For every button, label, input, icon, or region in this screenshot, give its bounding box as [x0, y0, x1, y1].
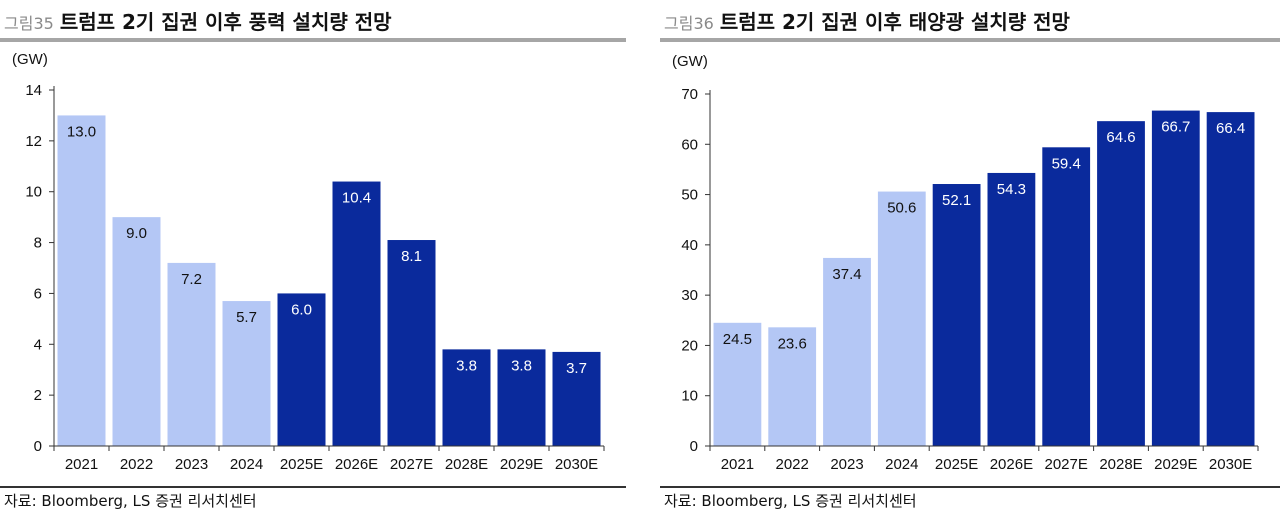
y-tick-label: 0	[34, 438, 42, 455]
y-tick-label: 20	[681, 337, 698, 354]
data-label-2026E: 10.4	[342, 190, 371, 207]
source-note: 자료: Bloomberg, LS 증권 리서치센터	[4, 492, 257, 510]
data-label-2024: 5.7	[236, 309, 257, 326]
y-tick-label: 14	[25, 82, 42, 99]
x-tick-label: 2026E	[990, 456, 1033, 473]
y-tick-label: 12	[25, 133, 42, 150]
x-tick-label: 2022	[776, 456, 809, 473]
bar-2030E	[1206, 112, 1255, 447]
bar-2029E	[497, 349, 546, 446]
figure-number: 그림35	[4, 14, 54, 33]
source-divider	[660, 486, 1280, 488]
figure-36-panel: 그림36 트럼프 2기 집권 이후 태양광 설치량 전망 (GW) 24.5 23.6…	[660, 0, 1280, 522]
data-label-2029E: 3.8	[511, 357, 532, 374]
y-tick-label: 8	[34, 235, 42, 252]
bar-2021	[713, 322, 762, 446]
y-tick-label: 50	[681, 187, 698, 204]
data-label-2028E: 64.6	[1106, 129, 1135, 146]
bar-2021	[57, 115, 106, 446]
y-tick-label: 10	[681, 388, 698, 405]
x-tick-label: 2025E	[935, 456, 978, 473]
y-tick-label: 0	[690, 438, 698, 455]
bar-2023	[167, 262, 216, 446]
figure-title: 그림36 트럼프 2기 집권 이후 태양광 설치량 전망	[664, 6, 1070, 35]
x-tick-label: 2028E	[445, 456, 488, 473]
bar-2022	[112, 217, 161, 446]
x-tick-label: 2027E	[390, 456, 433, 473]
data-label-2030E: 66.4	[1216, 120, 1245, 137]
y-tick-label: 60	[681, 136, 698, 153]
data-label-2021: 24.5	[723, 331, 752, 348]
x-tick-label: 2023	[830, 456, 863, 473]
figure-title: 그림35 트럼프 2기 집권 이후 풍력 설치량 전망	[4, 6, 392, 35]
data-label-2029E: 66.7	[1161, 119, 1190, 136]
bar-2029E	[1151, 110, 1200, 446]
x-tick-label: 2030E	[1209, 456, 1252, 473]
title-divider	[0, 38, 626, 42]
data-label-2023: 37.4	[832, 266, 861, 283]
data-label-2025E: 6.0	[291, 301, 312, 318]
data-label-2030E: 3.7	[566, 360, 587, 377]
y-tick-label: 40	[681, 237, 698, 254]
data-label-2021: 13.0	[67, 123, 96, 140]
y-tick-label: 2	[34, 387, 42, 404]
data-label-2028E: 3.8	[456, 357, 477, 374]
bar-2027E	[387, 240, 436, 446]
x-tick-label: 2024	[230, 456, 263, 473]
data-label-2022: 9.0	[126, 225, 147, 242]
figure-35-panel: 그림35 트럼프 2기 집권 이후 풍력 설치량 전망 (GW) 13.0 9.0 7.…	[0, 6, 626, 510]
bar-2028E	[1097, 121, 1145, 446]
data-label-2024: 50.6	[887, 200, 916, 217]
bar-2024	[222, 301, 271, 446]
y-axis-unit-label: (GW)	[672, 53, 708, 70]
x-tick-label: 2022	[120, 456, 153, 473]
data-label-2022: 23.6	[778, 335, 807, 352]
source-note: 자료: Bloomberg, LS 증권 리서치센터	[664, 492, 917, 510]
wind-installation-bar-chart: (GW) 13.0 9.0 7.2 5.7 6.0 10.4 8.1 3.8 3.8 3.7 0 2 4 6…	[12, 51, 605, 473]
y-tick-label: 70	[681, 86, 698, 103]
y-tick-label: 10	[25, 184, 42, 201]
y-tick-label: 4	[34, 336, 42, 353]
bar-2028E	[442, 349, 491, 446]
y-tick-label: 6	[34, 285, 42, 302]
x-tick-label: 2028E	[1099, 456, 1142, 473]
figure-number: 그림36	[664, 14, 714, 33]
bar-2024	[877, 191, 926, 446]
bar-2027E	[1042, 147, 1091, 446]
bar-2023	[823, 257, 871, 446]
title-divider	[660, 38, 1280, 42]
y-axis-unit-label: (GW)	[12, 51, 48, 68]
bar-2026E	[332, 181, 381, 447]
bar-2025E	[277, 293, 326, 446]
data-label-2027E: 59.4	[1052, 155, 1081, 172]
bar-2030E	[552, 351, 601, 446]
data-label-2025E: 52.1	[942, 192, 971, 209]
bar-2022	[768, 327, 817, 446]
y-tick-label: 30	[681, 287, 698, 304]
x-tick-label: 2025E	[280, 456, 323, 473]
data-label-2026E: 54.3	[997, 181, 1026, 198]
x-tick-label: 2029E	[500, 456, 543, 473]
data-label-2027E: 8.1	[401, 248, 422, 265]
bar-2025E	[932, 184, 981, 447]
solar-installation-bar-chart: (GW) 24.5 23.6 37.4 50.6 52.1 54.3 59.4 64.6 66.7…	[672, 53, 1259, 473]
x-tick-label: 2024	[885, 456, 918, 473]
x-tick-label: 2021	[721, 456, 754, 473]
bar-2026E	[987, 172, 1036, 446]
source-divider	[0, 486, 626, 488]
x-tick-label: 2021	[65, 456, 98, 473]
x-tick-label: 2030E	[555, 456, 598, 473]
x-tick-label: 2023	[175, 456, 208, 473]
x-tick-label: 2029E	[1154, 456, 1197, 473]
figure-title-text: 트럼프 2기 집권 이후 태양광 설치량 전망	[719, 10, 1070, 34]
figure-title-text: 트럼프 2기 집권 이후 풍력 설치량 전망	[59, 10, 392, 34]
x-tick-label: 2026E	[335, 456, 378, 473]
x-tick-label: 2027E	[1045, 456, 1088, 473]
data-label-2023: 7.2	[181, 271, 202, 288]
